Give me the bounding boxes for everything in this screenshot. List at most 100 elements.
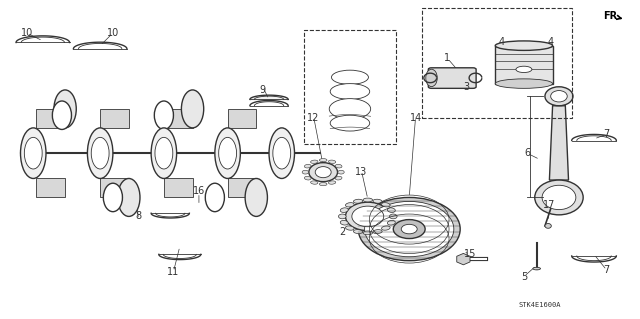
Ellipse shape — [305, 176, 311, 180]
Ellipse shape — [54, 90, 76, 128]
Ellipse shape — [401, 224, 417, 234]
Ellipse shape — [363, 231, 372, 235]
Ellipse shape — [535, 180, 583, 215]
Ellipse shape — [154, 101, 173, 130]
Ellipse shape — [365, 201, 454, 257]
FancyBboxPatch shape — [495, 46, 552, 84]
Ellipse shape — [181, 90, 204, 128]
Ellipse shape — [24, 137, 42, 169]
Ellipse shape — [310, 181, 318, 184]
Ellipse shape — [269, 128, 294, 178]
Ellipse shape — [387, 220, 396, 225]
Text: 4: 4 — [499, 38, 505, 48]
Polygon shape — [164, 178, 193, 197]
Ellipse shape — [352, 206, 384, 227]
Ellipse shape — [118, 178, 140, 216]
Ellipse shape — [328, 160, 336, 163]
Ellipse shape — [316, 167, 331, 178]
Text: 7: 7 — [604, 265, 610, 275]
Ellipse shape — [426, 69, 437, 87]
Polygon shape — [228, 109, 256, 128]
Ellipse shape — [495, 79, 552, 88]
Text: 10: 10 — [107, 28, 119, 38]
Ellipse shape — [335, 164, 342, 168]
Ellipse shape — [339, 214, 346, 219]
Ellipse shape — [353, 199, 363, 203]
Ellipse shape — [319, 182, 327, 186]
Text: 12: 12 — [307, 113, 320, 123]
Ellipse shape — [381, 226, 390, 230]
Text: 3: 3 — [463, 82, 470, 92]
Ellipse shape — [495, 41, 552, 50]
Ellipse shape — [151, 128, 177, 178]
Text: STK4E1600A: STK4E1600A — [518, 302, 561, 308]
Polygon shape — [164, 109, 193, 128]
Ellipse shape — [335, 176, 342, 180]
Ellipse shape — [353, 230, 363, 234]
Ellipse shape — [302, 170, 308, 174]
Ellipse shape — [332, 70, 369, 85]
Ellipse shape — [390, 214, 397, 219]
Text: 15: 15 — [463, 249, 476, 259]
Ellipse shape — [363, 198, 372, 202]
Ellipse shape — [338, 170, 344, 174]
Text: 10: 10 — [20, 28, 33, 38]
Text: 13: 13 — [355, 167, 367, 177]
Ellipse shape — [52, 101, 72, 130]
Polygon shape — [549, 106, 568, 180]
Ellipse shape — [245, 178, 268, 216]
Ellipse shape — [273, 137, 291, 169]
Text: 1: 1 — [444, 53, 451, 63]
Ellipse shape — [205, 183, 225, 212]
Text: 8: 8 — [135, 211, 141, 221]
Ellipse shape — [533, 267, 540, 270]
Ellipse shape — [20, 128, 46, 178]
Ellipse shape — [346, 202, 390, 231]
Ellipse shape — [103, 183, 122, 212]
Text: FR: FR — [604, 11, 621, 21]
Ellipse shape — [373, 199, 382, 203]
Ellipse shape — [340, 220, 348, 225]
Ellipse shape — [92, 137, 109, 169]
Text: 2: 2 — [339, 227, 346, 237]
Ellipse shape — [330, 115, 370, 131]
Ellipse shape — [387, 208, 396, 212]
Text: 17: 17 — [543, 200, 556, 210]
Ellipse shape — [309, 163, 337, 182]
Ellipse shape — [545, 87, 573, 106]
Text: 7: 7 — [604, 129, 610, 139]
Text: 6: 6 — [524, 148, 530, 158]
Text: 14: 14 — [410, 113, 422, 123]
Ellipse shape — [394, 219, 425, 239]
Ellipse shape — [310, 160, 318, 163]
Ellipse shape — [373, 230, 382, 234]
Ellipse shape — [319, 159, 327, 162]
FancyBboxPatch shape — [428, 68, 476, 88]
Ellipse shape — [305, 164, 311, 168]
Polygon shape — [36, 109, 65, 128]
Ellipse shape — [550, 91, 567, 102]
Polygon shape — [36, 178, 65, 197]
Text: 11: 11 — [167, 267, 180, 277]
Polygon shape — [457, 253, 470, 265]
Ellipse shape — [542, 185, 576, 210]
Ellipse shape — [340, 208, 348, 212]
Ellipse shape — [381, 203, 390, 207]
Ellipse shape — [329, 99, 371, 119]
Ellipse shape — [155, 137, 173, 169]
Polygon shape — [100, 109, 129, 128]
Polygon shape — [100, 178, 129, 197]
Ellipse shape — [215, 128, 241, 178]
Ellipse shape — [346, 203, 354, 207]
Text: 16: 16 — [193, 186, 205, 196]
Ellipse shape — [88, 128, 113, 178]
Ellipse shape — [516, 66, 532, 72]
Ellipse shape — [358, 197, 460, 261]
Polygon shape — [228, 178, 256, 197]
Text: 4: 4 — [548, 38, 554, 48]
Ellipse shape — [328, 181, 336, 184]
Text: 9: 9 — [260, 85, 266, 95]
Ellipse shape — [346, 226, 354, 230]
Ellipse shape — [330, 84, 370, 100]
Text: 5: 5 — [521, 271, 527, 281]
